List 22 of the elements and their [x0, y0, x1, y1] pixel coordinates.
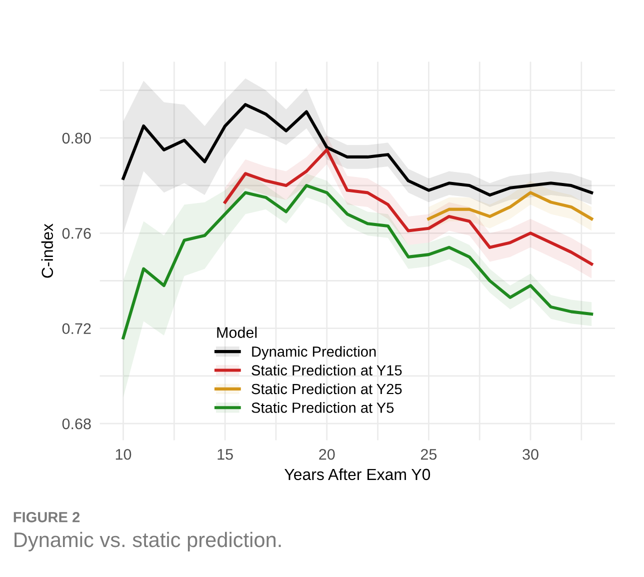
legend-label: Static Prediction at Y15 [252, 364, 402, 376]
line-series [122, 103, 594, 197]
y-tick-label: 0.72 [62, 323, 91, 334]
x-tick-label: 25 [420, 448, 437, 460]
legend-label: Dynamic Prediction [252, 346, 376, 360]
y-tick-label: 0.80 [62, 132, 91, 144]
text: Dynamic vs. static prediction. [14, 532, 281, 552]
line-series [122, 184, 594, 340]
y-tick-label: 0.68 [62, 418, 91, 430]
x-axis-title: Years After Exam Y0 [284, 468, 430, 480]
line-series [427, 191, 594, 220]
legend-title: Model [217, 326, 257, 338]
y-axis-title: C-index [41, 224, 54, 278]
x-tick-label: 10 [116, 448, 132, 460]
x-tick-label: 15 [218, 449, 233, 460]
x-tick-label: 30 [522, 448, 538, 460]
line-series [224, 148, 594, 266]
y-tick-label: 0.76 [62, 228, 91, 239]
legend-label: Static Prediction at Y5 [252, 402, 394, 413]
legend-label: Static Prediction at Y25 [252, 383, 402, 394]
x-tick-label: 20 [319, 448, 335, 460]
caption: FIGURE 2 [14, 512, 80, 522]
